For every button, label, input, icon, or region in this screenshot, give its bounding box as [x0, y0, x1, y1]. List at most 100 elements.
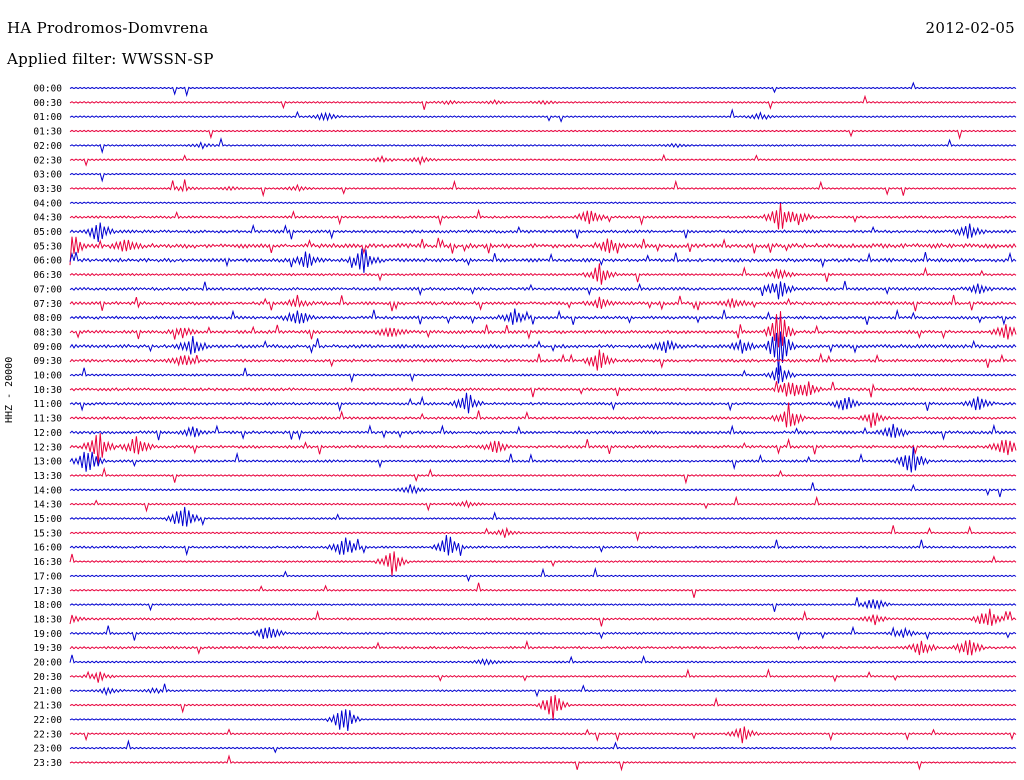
trace-row: [69, 94, 1017, 110]
row-time-label: 20:30: [33, 672, 62, 683]
trace-row: [69, 654, 1017, 666]
trace-row: [69, 280, 1017, 300]
trace-row: [69, 695, 1017, 721]
trace-row: [69, 349, 1017, 371]
trace-row: [69, 172, 1017, 183]
row-time-label: 13:30: [33, 471, 62, 482]
trace-row: [69, 551, 1017, 576]
trace-row: [69, 153, 1017, 167]
station-title: HA Prodromos-Domvrena: [7, 19, 209, 37]
trace-row: [69, 201, 1017, 205]
row-time-label: 13:00: [33, 457, 62, 468]
row-time-label: 01:00: [33, 112, 62, 123]
row-time-label: 21:00: [33, 686, 62, 697]
row-time-label: 19:00: [33, 629, 62, 640]
row-time-label: 14:00: [33, 485, 62, 496]
row-time-label: 14:30: [33, 500, 62, 511]
trace-row: [69, 294, 1017, 312]
trace-row: [69, 726, 1017, 744]
row-time-label: 08:30: [33, 327, 62, 338]
trace-row: [69, 433, 1017, 465]
trace-row: [69, 423, 1017, 441]
row-time-label: 10:00: [33, 371, 62, 382]
row-time-label: 15:30: [33, 528, 62, 539]
trace-row: [69, 179, 1017, 198]
trace-row: [69, 482, 1017, 498]
row-time-label: 02:00: [33, 141, 62, 152]
row-time-label: 04:30: [33, 213, 62, 224]
row-time-label: 12:00: [33, 428, 62, 439]
trace-row: [69, 137, 1017, 155]
date-label: 2012-02-05: [925, 19, 1015, 37]
trace-row: [69, 683, 1017, 698]
row-time-label: 04:00: [33, 198, 62, 209]
trace-row: [69, 466, 1017, 485]
row-time-label: 16:00: [33, 543, 62, 554]
row-time-label: 18:30: [33, 614, 62, 625]
row-time-label: 22:00: [33, 715, 62, 726]
trace-row: [69, 365, 1017, 384]
row-time-label: 05:30: [33, 241, 62, 252]
trace-row: [69, 81, 1017, 98]
traces: [69, 81, 1017, 772]
trace-row: [69, 392, 1017, 414]
trace-row: [69, 639, 1017, 656]
trace-row: [69, 202, 1017, 230]
row-time-label: 06:30: [33, 270, 62, 281]
filter-label: Applied filter: WWSSN-SP: [7, 50, 214, 68]
trace-row: [69, 308, 1017, 326]
row-time-label: 00:30: [33, 98, 62, 109]
trace-row: [69, 597, 1017, 612]
trace-row: [69, 402, 1017, 428]
trace-row: [69, 754, 1017, 772]
trace-row: [69, 582, 1017, 598]
row-time-label: 23:00: [33, 744, 62, 755]
trace-row: [69, 236, 1017, 266]
row-time-label: 11:30: [33, 414, 62, 425]
row-time-label: 21:30: [33, 701, 62, 712]
row-time-label: 10:30: [33, 385, 62, 396]
trace-row: [69, 248, 1017, 273]
row-time-label: 20:00: [33, 658, 62, 669]
row-time-label: 07:30: [33, 299, 62, 310]
trace-row: [69, 108, 1017, 123]
row-time-label: 17:00: [33, 571, 62, 582]
trace-row: [69, 263, 1017, 285]
trace-row: [69, 495, 1017, 513]
row-time-label: 01:30: [33, 127, 62, 138]
row-time-label: 08:00: [33, 313, 62, 324]
row-time-label: 05:00: [33, 227, 62, 238]
trace-row: [69, 608, 1017, 627]
row-labels: 00:00 00:30 01:00 01:30 02:00 02:30 03:00 03:30…: [33, 84, 62, 769]
row-time-label: 07:00: [33, 284, 62, 295]
row-time-label: 18:00: [33, 600, 62, 611]
trace-row: [69, 446, 1017, 473]
row-time-label: 17:30: [33, 586, 62, 597]
trace-row: [69, 222, 1017, 243]
row-time-label: 19:30: [33, 643, 62, 654]
row-time-label: 22:30: [33, 729, 62, 740]
row-time-label: 06:00: [33, 256, 62, 267]
trace-row: [69, 625, 1017, 641]
row-time-label: 09:30: [33, 356, 62, 367]
row-time-label: 03:00: [33, 170, 62, 181]
trace-row: [69, 381, 1017, 398]
row-time-label: 12:30: [33, 442, 62, 453]
row-time-label: 15:00: [33, 514, 62, 525]
row-time-label: 00:00: [33, 84, 62, 95]
trace-row: [69, 668, 1017, 683]
trace-row: [69, 739, 1017, 754]
trace-row: [69, 566, 1017, 583]
trace-row: [69, 331, 1017, 375]
row-time-label: 23:30: [33, 758, 62, 769]
trace-row: [69, 525, 1017, 542]
row-time-label: 11:00: [33, 399, 62, 410]
trace-row: [69, 535, 1017, 557]
row-time-label: 02:30: [33, 155, 62, 166]
row-time-label: 16:30: [33, 557, 62, 568]
trace-row: [69, 129, 1017, 141]
trace-row: [69, 709, 1017, 732]
trace-row: [69, 506, 1017, 527]
row-time-label: 09:00: [33, 342, 62, 353]
